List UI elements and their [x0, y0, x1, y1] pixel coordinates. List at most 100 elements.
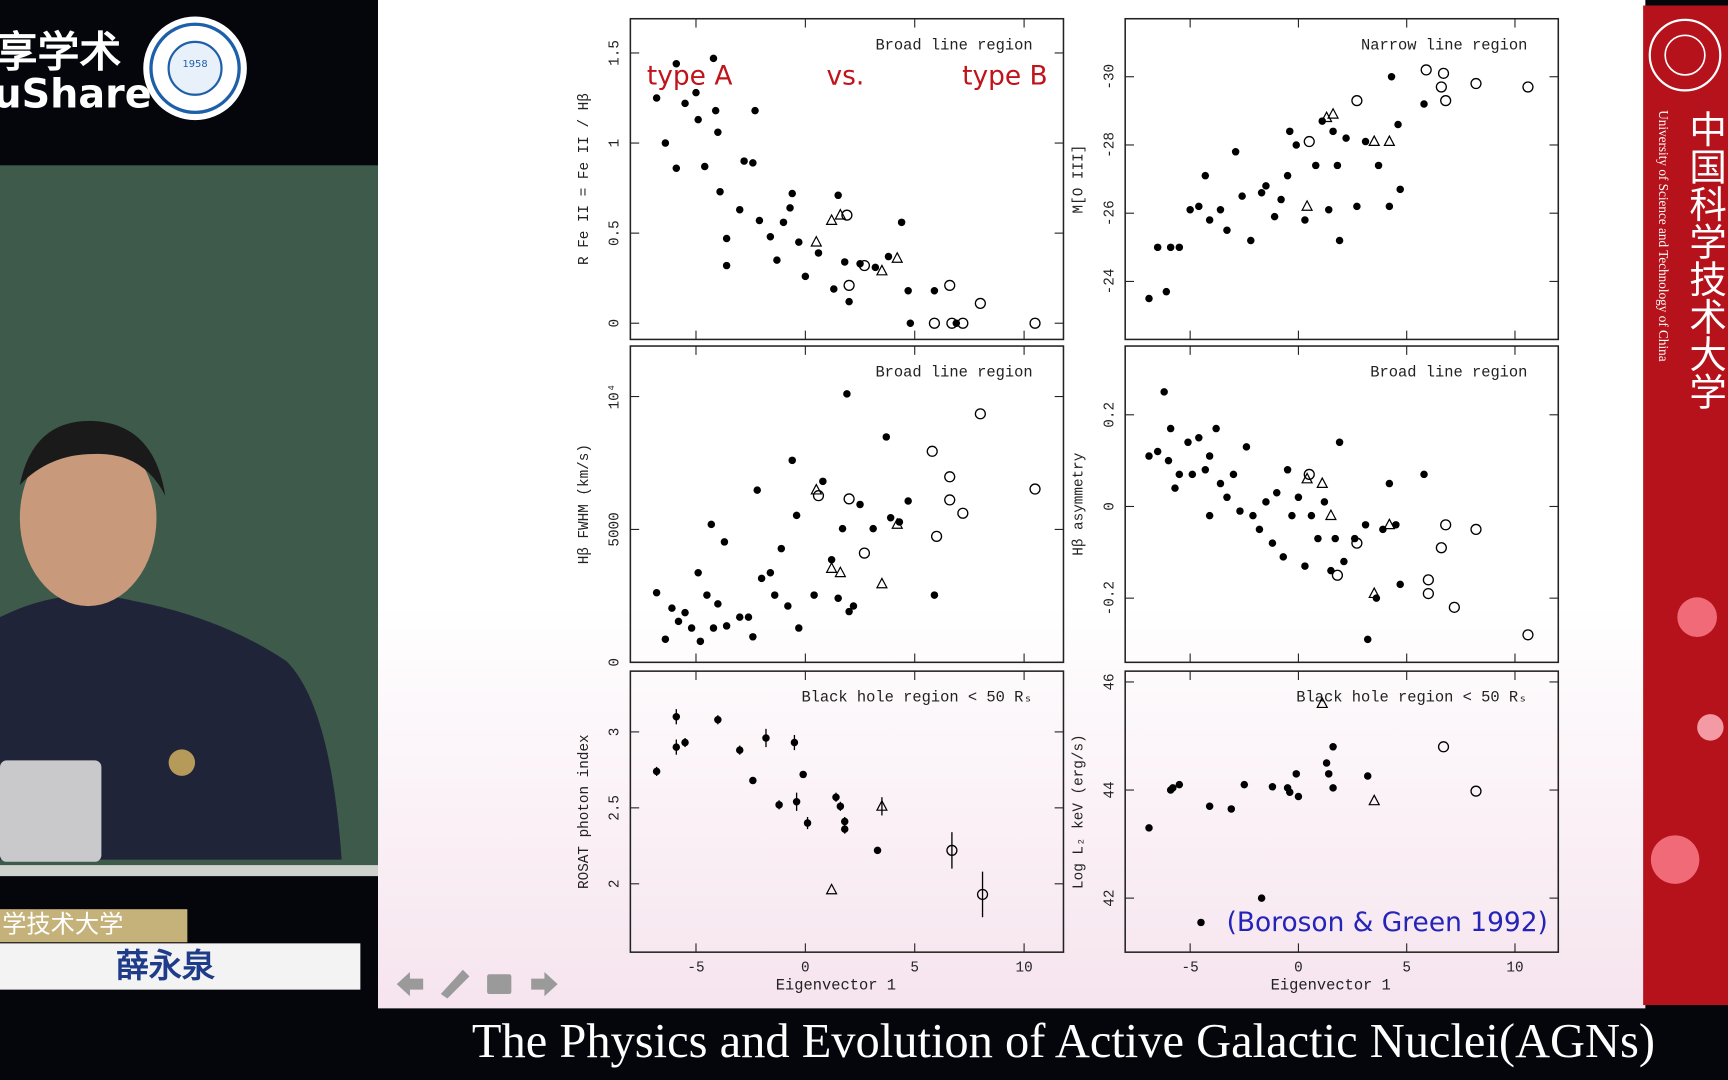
point — [1353, 202, 1361, 211]
plot-frame — [1124, 345, 1560, 664]
point — [1286, 788, 1294, 796]
point — [946, 317, 958, 329]
point — [1164, 456, 1173, 465]
point — [1223, 493, 1231, 502]
point — [722, 234, 731, 243]
point — [1153, 447, 1162, 456]
point — [1249, 511, 1257, 520]
name-tab — [0, 909, 188, 943]
point — [834, 594, 842, 603]
y-tick-label: 1 — [608, 139, 624, 148]
y-tick-label: -30 — [1103, 64, 1119, 90]
point — [976, 888, 989, 901]
point — [755, 216, 764, 225]
point — [944, 279, 956, 291]
point — [709, 624, 718, 632]
nav-next[interactable] — [531, 972, 558, 997]
nav-pen[interactable] — [440, 969, 470, 999]
point — [1205, 511, 1214, 520]
point — [714, 600, 722, 608]
point — [1435, 81, 1447, 93]
point — [1283, 171, 1292, 180]
point — [792, 511, 801, 520]
point — [775, 801, 783, 809]
point — [875, 577, 888, 589]
point — [652, 94, 661, 102]
point — [1333, 161, 1342, 170]
point — [845, 297, 853, 306]
nav-menu[interactable] — [487, 974, 512, 995]
point — [661, 635, 670, 643]
point — [1273, 488, 1281, 497]
point — [1257, 188, 1266, 197]
point — [681, 99, 689, 108]
y-tick-label: 0.2 — [1103, 402, 1119, 428]
point — [792, 798, 801, 806]
plot-frame — [629, 345, 1065, 664]
point — [840, 825, 849, 833]
y-tick-label: 1.5 — [608, 40, 624, 66]
point — [1294, 792, 1303, 801]
x-axis-label: Eigenvector 1 — [1271, 976, 1391, 994]
point — [703, 591, 711, 599]
point — [716, 187, 724, 196]
point — [707, 520, 716, 529]
point — [841, 209, 853, 221]
y-tick-label: -24 — [1103, 269, 1119, 295]
y-axis-label: Hβ FWHM (km/s) — [577, 444, 593, 564]
point — [1470, 523, 1482, 536]
point — [1145, 294, 1153, 303]
laptop — [0, 760, 102, 862]
point — [1385, 202, 1394, 211]
point — [904, 287, 912, 295]
point — [1242, 443, 1251, 451]
point — [1440, 519, 1452, 531]
point — [906, 319, 915, 327]
plot-frame — [1124, 670, 1560, 953]
point — [825, 213, 838, 225]
point — [744, 613, 753, 621]
point — [834, 191, 842, 200]
point — [770, 591, 779, 599]
point — [700, 162, 709, 171]
point — [1195, 202, 1203, 211]
y-axis-label: R Fe II = Fe II / Hβ — [577, 93, 593, 265]
point — [1351, 537, 1363, 549]
point — [1205, 216, 1214, 224]
panel-title: Narrow line region — [1361, 36, 1527, 54]
annotation: vs. — [827, 61, 865, 92]
point — [784, 602, 792, 610]
point — [711, 106, 720, 115]
point — [1166, 243, 1175, 252]
point — [1522, 81, 1534, 93]
point — [1288, 511, 1296, 520]
point — [1175, 243, 1184, 252]
point — [812, 490, 825, 502]
point — [1312, 161, 1320, 170]
point — [840, 258, 849, 266]
point — [926, 445, 938, 457]
point — [1212, 424, 1220, 433]
point — [779, 218, 788, 227]
point — [1197, 918, 1205, 927]
point — [788, 456, 796, 465]
point — [1294, 493, 1303, 502]
point — [1145, 452, 1153, 460]
point — [1351, 94, 1363, 107]
nav-prev[interactable] — [396, 972, 424, 997]
point — [1329, 784, 1337, 792]
point — [930, 530, 943, 542]
slide-nav[interactable] — [396, 969, 558, 999]
point — [751, 106, 759, 115]
point — [930, 287, 939, 295]
slide — [378, 0, 1646, 1009]
name-bar — [0, 943, 361, 990]
point — [1437, 741, 1450, 753]
point — [1175, 780, 1184, 789]
point — [1327, 107, 1340, 119]
point — [1316, 696, 1329, 709]
point — [810, 235, 823, 247]
sidebar-seal-core — [1664, 34, 1706, 76]
sidebar-cn: 中国科学技术大学 — [1683, 110, 1727, 410]
point — [1394, 120, 1402, 129]
